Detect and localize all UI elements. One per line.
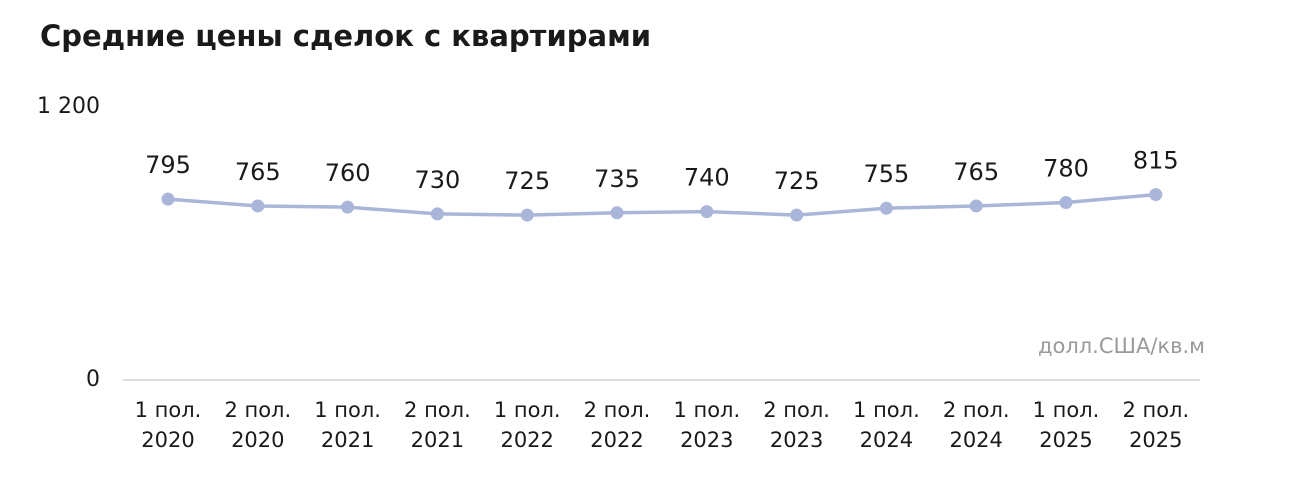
point — [610, 206, 624, 220]
x-tick-label: 1 пол. 2021 — [314, 398, 381, 452]
point — [700, 205, 714, 219]
data-label: 725 — [774, 167, 820, 195]
point — [1059, 196, 1073, 210]
data-label: 725 — [504, 167, 550, 195]
x-tick-label: 1 пол. 2025 — [1032, 398, 1100, 452]
x-tick-label: 2 пол. 2025 — [1122, 398, 1190, 452]
point — [341, 200, 355, 214]
data-label: 795 — [145, 151, 191, 179]
data-label: 760 — [325, 159, 371, 187]
chart-title: Средние цены сделок с квартирами — [40, 19, 651, 53]
unit-label: долл.США/кв.м — [1038, 334, 1205, 358]
data-label: 730 — [414, 166, 460, 194]
x-tick-label: 2 пол. 2022 — [583, 398, 651, 452]
point — [161, 192, 175, 206]
point — [879, 201, 893, 215]
x-tick-label: 1 пол. 2024 — [853, 398, 920, 452]
y-tick-label: 1 200 — [37, 94, 100, 119]
data-label: 740 — [684, 164, 730, 192]
x-tick-label: 2 пол. 2021 — [404, 398, 471, 452]
x-tick-label: 1 пол. 2023 — [673, 398, 741, 452]
x-tick-label: 2 пол. 2020 — [224, 398, 292, 452]
point — [1149, 188, 1163, 202]
point — [520, 208, 534, 222]
data-label: 780 — [1043, 155, 1089, 183]
point — [430, 207, 444, 221]
data-label: 735 — [594, 165, 640, 193]
x-tick-label: 2 пол. 2024 — [942, 398, 1010, 452]
line — [167, 192, 1156, 217]
point — [251, 199, 265, 213]
point — [790, 208, 804, 222]
data-label: 815 — [1133, 147, 1179, 175]
x-tick-label: 1 пол. 2022 — [493, 398, 561, 452]
x-tick-label: 2 пол. 2023 — [763, 398, 830, 452]
y-tick-label: 0 — [86, 367, 100, 392]
x-tick-label: 1 пол. 2020 — [134, 398, 202, 452]
data-label: 765 — [953, 158, 999, 186]
point — [969, 199, 983, 213]
data-label: 755 — [863, 160, 909, 188]
data-label: 765 — [235, 158, 281, 186]
